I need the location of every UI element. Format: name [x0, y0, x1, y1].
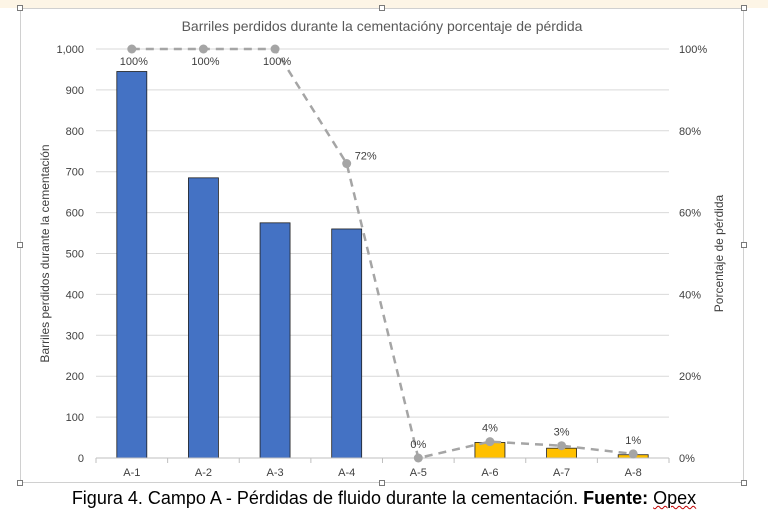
- caption-text: Figura 4. Campo A - Pérdidas de fluido d…: [71, 488, 579, 508]
- y2-tick-label: 20%: [679, 371, 701, 383]
- y-tick-label: 700: [66, 167, 84, 179]
- percent-point: [270, 44, 280, 54]
- data-label: 100%: [263, 56, 291, 68]
- percent-point: [198, 44, 208, 54]
- data-label: 3%: [554, 427, 570, 439]
- data-label: 100%: [120, 56, 148, 68]
- chart-svg: Barriles perdidos durante la cementación…: [38, 18, 726, 479]
- y-tick-label: 100: [66, 412, 84, 424]
- y2-tick-label: 60%: [679, 208, 701, 220]
- y-tick-label: 900: [66, 85, 84, 97]
- resize-handle-middle-left[interactable]: [17, 242, 23, 248]
- data-label: 1%: [625, 435, 641, 447]
- x-tick-label: A-8: [625, 467, 642, 479]
- percent-point: [342, 159, 352, 169]
- y2-tick-label: 100%: [679, 44, 707, 56]
- percent-line: [131, 47, 634, 460]
- resize-handle-middle-right[interactable]: [741, 242, 747, 248]
- y2-tick-label: 80%: [679, 126, 701, 138]
- data-label: 100%: [191, 56, 219, 68]
- x-tick-label: A-1: [123, 467, 140, 479]
- y-tick-label: 400: [66, 289, 84, 301]
- data-label: 72%: [355, 151, 377, 163]
- figure-caption: Figura 4. Campo A - Pérdidas de fluido d…: [0, 488, 768, 509]
- bar: [116, 71, 148, 459]
- chart-title: Barriles perdidos durante la cementación…: [182, 18, 583, 34]
- bar: [259, 222, 291, 459]
- bar: [331, 228, 363, 459]
- data-label: 4%: [482, 423, 498, 435]
- resize-handle-bottom-center[interactable]: [379, 480, 385, 486]
- x-tick-label: A-4: [338, 467, 355, 479]
- bar: [188, 177, 219, 459]
- y-axis-title: Barriles perdidos durante la cementación: [38, 144, 52, 362]
- x-tick-label: A-5: [410, 467, 427, 479]
- x-tick-label: A-2: [195, 467, 212, 479]
- y2-axis-title: Porcentaje de pérdida: [712, 194, 726, 312]
- y-tick-label: 200: [66, 371, 84, 383]
- x-tick-label: A-7: [553, 467, 570, 479]
- caption-source-label: Fuente:: [583, 488, 649, 508]
- y2-tick-label: 40%: [679, 289, 701, 301]
- resize-handle-top-left[interactable]: [17, 5, 23, 11]
- y2-tick-label: 0%: [679, 453, 695, 465]
- y-tick-label: 800: [66, 126, 84, 138]
- data-label: 0%: [410, 439, 426, 451]
- top-strip: [0, 0, 768, 8]
- resize-handle-bottom-left[interactable]: [17, 480, 23, 486]
- y-tick-label: 0: [78, 453, 84, 465]
- x-tick-label: A-3: [267, 467, 284, 479]
- y-tick-label: 600: [66, 208, 84, 220]
- y-tick-label: 300: [66, 330, 84, 342]
- y-tick-label: 500: [66, 249, 84, 261]
- x-tick-label: A-6: [481, 467, 498, 479]
- percent-point: [127, 44, 137, 54]
- percent-point: [485, 437, 495, 447]
- percent-point: [628, 449, 638, 459]
- resize-handle-top-right[interactable]: [741, 5, 747, 11]
- y-tick-label: 1,000: [56, 44, 84, 56]
- resize-handle-top-center[interactable]: [379, 5, 385, 11]
- resize-handle-bottom-right[interactable]: [741, 480, 747, 486]
- percent-point: [557, 441, 567, 451]
- percent-point: [413, 453, 423, 463]
- caption-source: Opex: [653, 488, 697, 508]
